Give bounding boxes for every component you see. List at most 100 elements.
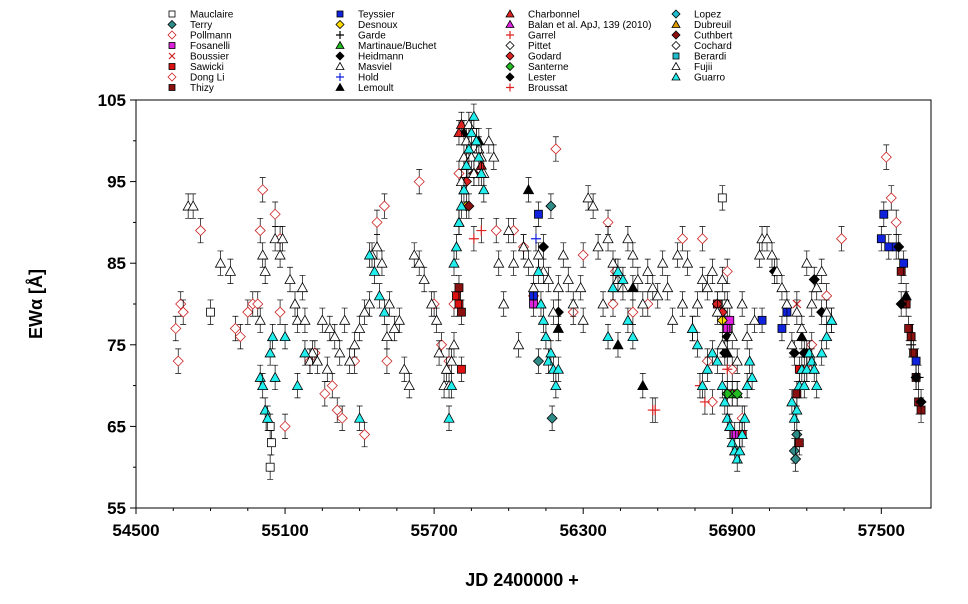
data-point [214, 257, 227, 268]
data-point [731, 388, 743, 400]
y-tick-label: 65 [107, 417, 126, 436]
data-point [343, 355, 356, 366]
legend-label: Martinaue/Buchet [358, 41, 437, 52]
data-point [801, 363, 813, 374]
data-point [465, 126, 478, 138]
legend-label: Cochard [694, 41, 732, 52]
data-point [498, 298, 510, 309]
data-point [348, 338, 361, 350]
data-point [748, 314, 761, 325]
data-point [252, 298, 264, 310]
data-point [460, 159, 473, 170]
data-point [582, 192, 594, 203]
legend-marker [335, 19, 345, 30]
legend-label: Dubreuil [694, 20, 731, 31]
data-point [257, 184, 269, 196]
legend-label: Lopez [694, 10, 721, 21]
legend-label: Fosanelli [190, 41, 230, 52]
series-broussat [650, 397, 661, 423]
data-point [353, 322, 366, 333]
data-point [602, 216, 614, 228]
data-point [706, 396, 718, 408]
data-point [761, 232, 773, 244]
data-point [699, 396, 710, 407]
data-point [269, 232, 281, 244]
data-point [550, 379, 562, 391]
data-point [701, 363, 714, 374]
legend-label: Charbonnel [528, 10, 580, 21]
data-point [717, 193, 727, 203]
data-point [796, 322, 808, 333]
data-point [478, 183, 490, 195]
series-fujii [182, 111, 838, 399]
data-point [413, 257, 425, 268]
data-point [453, 216, 465, 227]
data-point [311, 355, 324, 366]
data-point [895, 298, 907, 310]
data-point [331, 404, 343, 416]
data-point [786, 396, 798, 407]
x-tick-label: 56300 [560, 521, 607, 540]
data-point [825, 314, 838, 325]
data-point [450, 241, 463, 252]
data-point [319, 388, 331, 400]
data-point [358, 428, 371, 441]
legend-label: Mauclaire [190, 10, 234, 21]
data-point [468, 233, 479, 244]
data-point [876, 234, 886, 244]
data-point [906, 339, 917, 350]
data-point [552, 281, 565, 293]
data-point [816, 347, 828, 358]
data-point [436, 339, 448, 351]
data-point [642, 265, 654, 276]
data-point [885, 192, 897, 204]
legend-label: Dong Li [190, 73, 224, 84]
data-point [691, 338, 704, 350]
data-point [801, 257, 813, 268]
data-point [771, 265, 783, 276]
legend-marker [505, 61, 515, 72]
legend-marker [335, 61, 345, 70]
data-point [264, 347, 276, 358]
data-point [652, 290, 664, 301]
series-fosanelli [529, 291, 745, 448]
series-dong-li [252, 291, 286, 325]
data-point [254, 371, 266, 382]
data-point [443, 412, 455, 423]
data-point [890, 216, 902, 228]
legend-label: Masviel [358, 62, 392, 73]
data-point [557, 249, 569, 260]
data-point [691, 298, 704, 309]
data-point [696, 379, 709, 391]
legend-label: Desnoux [358, 20, 397, 31]
data-point [637, 379, 649, 391]
data-point [724, 420, 736, 431]
legend-marker [671, 9, 681, 19]
data-point [567, 298, 579, 309]
legend-label: Balan et al. ApJ, 139 (2010) [528, 20, 651, 31]
legend-marker [168, 42, 176, 49]
data-point [493, 257, 505, 268]
data-point [512, 338, 525, 350]
data-point [433, 347, 445, 358]
data-point [808, 273, 820, 286]
data-point [517, 241, 530, 252]
data-point [363, 298, 376, 309]
data-point [879, 209, 889, 219]
data-point [329, 330, 341, 342]
data-point [706, 265, 719, 276]
data-point [791, 428, 803, 441]
data-point [607, 257, 619, 268]
x-tick-label: 55700 [410, 521, 457, 540]
data-point [316, 314, 329, 325]
data-point [622, 314, 634, 325]
data-point [781, 298, 793, 309]
data-point [577, 314, 589, 325]
data-point [175, 298, 187, 310]
data-point [676, 298, 689, 309]
legend-marker [167, 19, 177, 30]
legend-marker [336, 31, 344, 39]
legend-label: Hold [358, 73, 379, 84]
data-point [463, 118, 475, 129]
data-point [788, 412, 801, 423]
